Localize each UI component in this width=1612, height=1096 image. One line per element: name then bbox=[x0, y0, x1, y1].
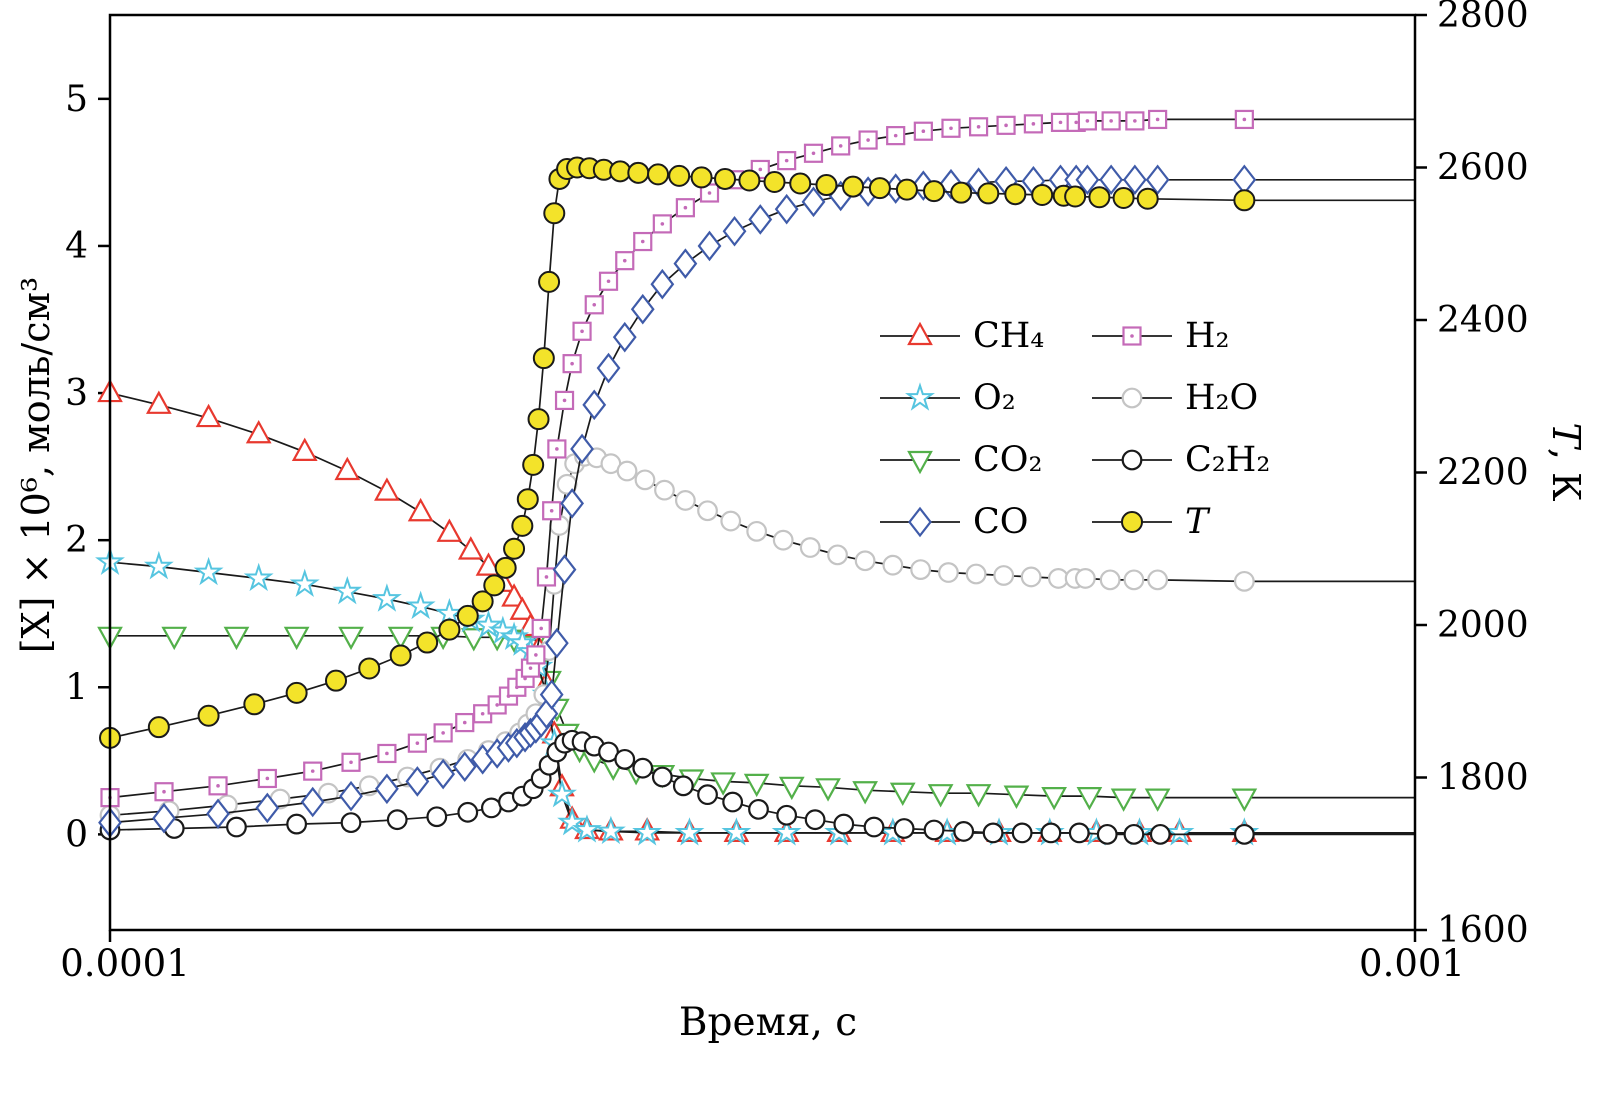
legend-marker-h2-icon bbox=[1092, 326, 1172, 346]
series-CO2 bbox=[97, 626, 1415, 812]
x-tick-label-min: 0.0001 bbox=[60, 942, 190, 985]
y-right-tick-label: 1800 bbox=[1437, 758, 1529, 799]
legend-label-h2o: H₂O bbox=[1185, 378, 1259, 418]
y-right-tick-label: 2600 bbox=[1437, 148, 1529, 189]
series-CO bbox=[98, 164, 1415, 838]
legend-marker-h2o-icon bbox=[1092, 387, 1172, 409]
series-T bbox=[99, 156, 1415, 749]
legend-item-t: T bbox=[1090, 502, 1270, 542]
y-left-tick-label: 0 bbox=[65, 814, 88, 855]
legend-marker-t-icon bbox=[1092, 511, 1172, 533]
y-right-axis-title: T, К bbox=[1544, 423, 1588, 502]
legend-item-c2h2: C₂H₂ bbox=[1090, 440, 1270, 480]
y-right-tick-label: 2200 bbox=[1437, 453, 1529, 494]
x-axis-title: Время, с bbox=[678, 1000, 858, 1045]
legend-marker-co-icon bbox=[880, 506, 960, 538]
y-right-tick-label: 2000 bbox=[1437, 605, 1529, 646]
legend-marker-c2h2-icon bbox=[1092, 449, 1172, 471]
legend-marker-co2-icon bbox=[880, 450, 960, 475]
legend-item-ch4: CH₄ bbox=[878, 316, 1090, 356]
legend-label-o2: O₂ bbox=[973, 378, 1016, 418]
y-left-tick-label: 1 bbox=[65, 667, 88, 708]
y-right-axis-title-symbol: T bbox=[1544, 422, 1588, 448]
plot-frame bbox=[108, 13, 1417, 932]
legend: CH₄ H₂ O₂ H₂O CO₂ C₂H₂ CO T bbox=[878, 316, 1270, 542]
legend-label-co: CO bbox=[973, 502, 1029, 542]
y-left-axis-title-text: [X] × 10⁶, моль/см³ bbox=[14, 276, 58, 654]
legend-label-co2: CO₂ bbox=[973, 440, 1043, 480]
legend-item-h2: H₂ bbox=[1090, 316, 1270, 356]
legend-marker-ch4-icon bbox=[880, 321, 960, 346]
y-right-tick-label: 2800 bbox=[1437, 0, 1529, 36]
legend-label-t: T bbox=[1185, 502, 1209, 542]
legend-item-co: CO bbox=[878, 502, 1090, 542]
legend-marker-o2-icon bbox=[880, 382, 960, 411]
legend-label-h2: H₂ bbox=[1185, 316, 1230, 356]
y-left-axis-title: [X] × 10⁶, моль/см³ bbox=[14, 277, 58, 654]
y-left-tick-label: 4 bbox=[65, 226, 88, 267]
y-left-tick-label: 5 bbox=[65, 79, 88, 120]
legend-item-o2: O₂ bbox=[878, 378, 1090, 418]
y-left-tick-label: 2 bbox=[65, 520, 88, 561]
y-right-axis-title-unit: , К bbox=[1544, 447, 1588, 502]
legend-label-ch4: CH₄ bbox=[973, 316, 1045, 356]
series-H2 bbox=[100, 109, 1415, 808]
legend-item-h2o: H₂O bbox=[1090, 378, 1270, 418]
y-right-tick-label: 1600 bbox=[1437, 910, 1529, 951]
legend-item-co2: CO₂ bbox=[878, 440, 1090, 480]
y-right-tick-label: 2400 bbox=[1437, 300, 1529, 341]
legend-label-c2h2: C₂H₂ bbox=[1185, 440, 1271, 480]
x-tick-label-max: 0.001 bbox=[1359, 942, 1465, 985]
y-left-tick-label: 3 bbox=[65, 373, 88, 414]
